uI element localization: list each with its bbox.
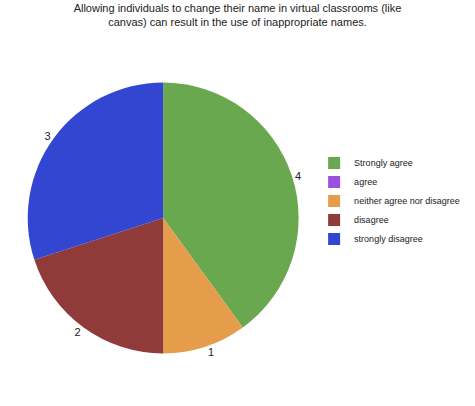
svg-text:strongly disagree: strongly disagree: [354, 234, 423, 244]
svg-text:1: 1: [208, 346, 214, 358]
svg-text:Allowing individuals to change: Allowing individuals to change their nam…: [74, 2, 402, 28]
svg-text:Strongly agree: Strongly agree: [354, 158, 413, 168]
svg-text:2: 2: [74, 326, 80, 338]
svg-text:3: 3: [44, 130, 50, 142]
svg-text:agree: agree: [354, 177, 377, 187]
svg-text:4: 4: [295, 170, 301, 182]
svg-text:neither agree nor disagree: neither agree nor disagree: [354, 196, 460, 206]
svg-text:disagree: disagree: [354, 215, 389, 225]
